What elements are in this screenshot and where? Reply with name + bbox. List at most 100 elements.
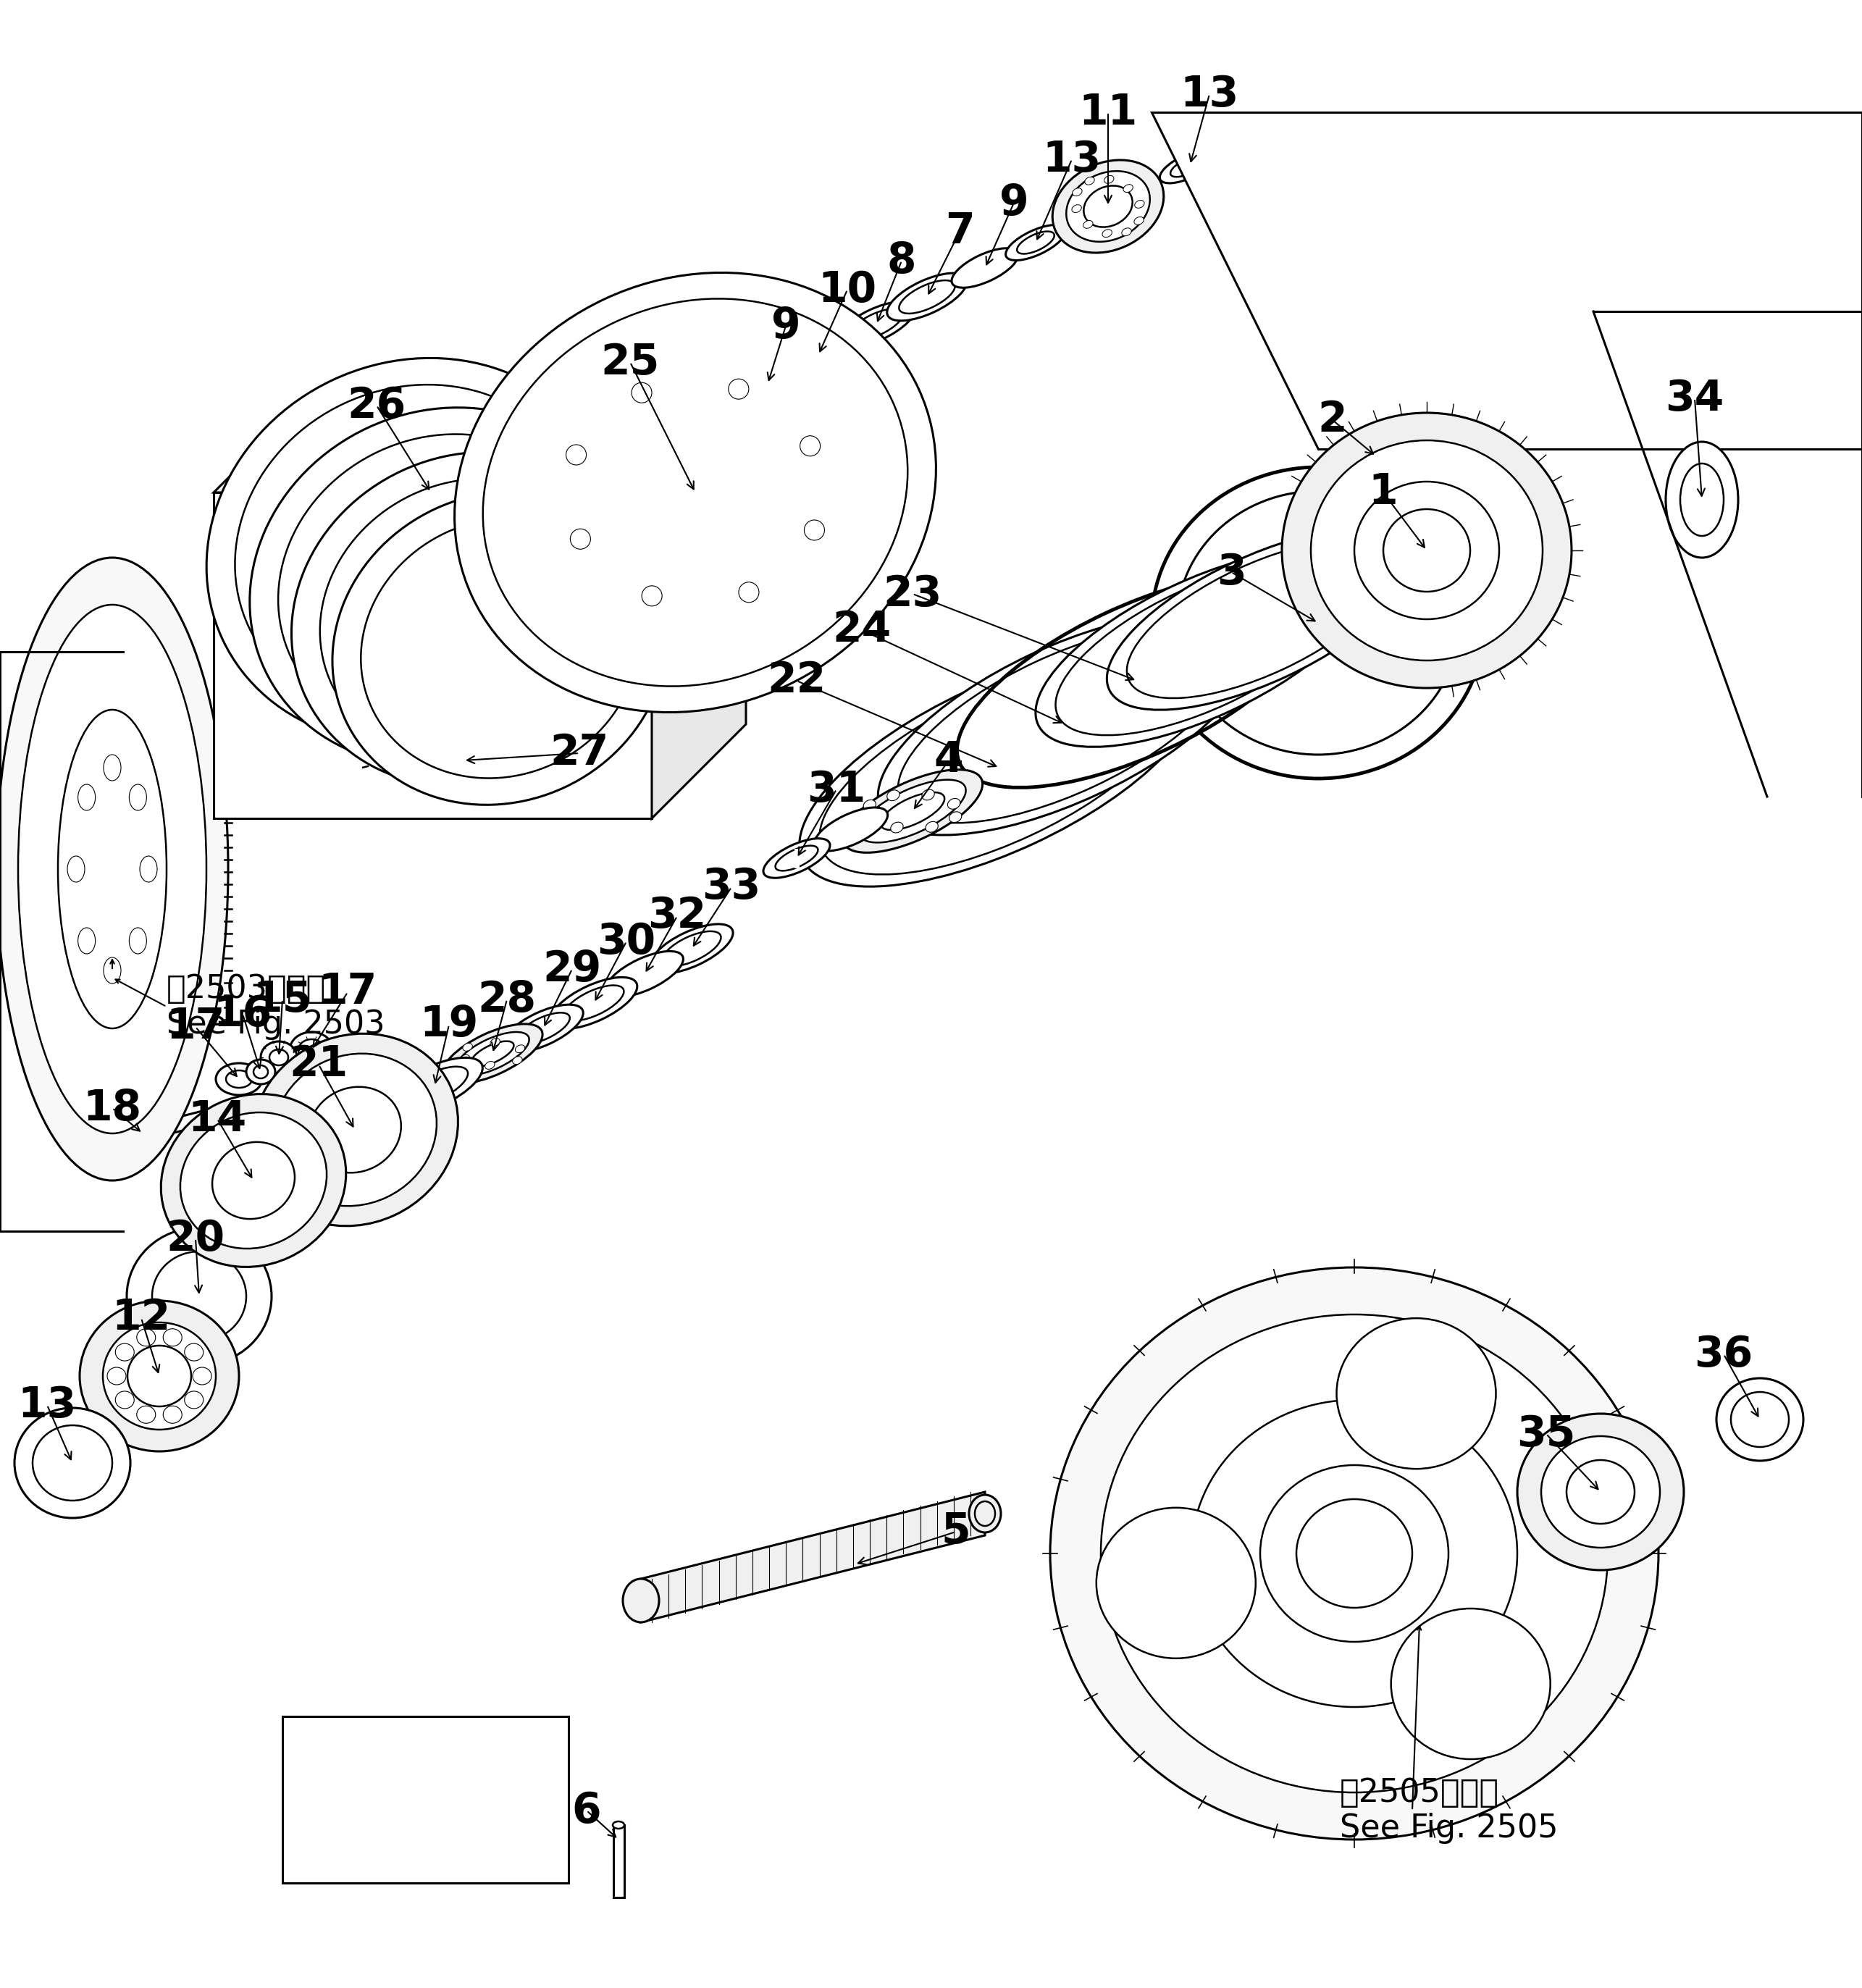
Text: 13: 13	[17, 1384, 76, 1425]
Ellipse shape	[128, 928, 147, 954]
Text: 第2503図参照
See Fig. 2503: 第2503図参照 See Fig. 2503	[166, 972, 385, 1040]
Ellipse shape	[1419, 453, 1434, 467]
Ellipse shape	[184, 1392, 203, 1409]
Ellipse shape	[443, 1024, 542, 1083]
Ellipse shape	[1160, 149, 1216, 183]
Ellipse shape	[257, 1121, 276, 1139]
Ellipse shape	[484, 1062, 495, 1070]
Ellipse shape	[1592, 1527, 1609, 1543]
Ellipse shape	[233, 1121, 251, 1139]
Text: 24: 24	[832, 610, 892, 650]
Ellipse shape	[464, 1044, 473, 1052]
Ellipse shape	[127, 1227, 272, 1366]
Polygon shape	[652, 398, 747, 819]
Ellipse shape	[348, 1177, 369, 1197]
Ellipse shape	[231, 1223, 250, 1239]
Ellipse shape	[1614, 1447, 1631, 1463]
Ellipse shape	[631, 382, 652, 404]
Ellipse shape	[1067, 171, 1151, 243]
Ellipse shape	[739, 582, 760, 602]
Ellipse shape	[1106, 529, 1413, 710]
Ellipse shape	[80, 1300, 238, 1451]
Text: 15: 15	[253, 978, 313, 1020]
Text: 17: 17	[166, 1006, 225, 1048]
Ellipse shape	[613, 1821, 624, 1829]
Ellipse shape	[1514, 543, 1529, 557]
Ellipse shape	[194, 1149, 212, 1167]
Text: 第2505図参照
See Fig. 2505: 第2505図参照 See Fig. 2505	[1341, 1777, 1558, 1845]
Ellipse shape	[814, 807, 888, 851]
Ellipse shape	[309, 1087, 400, 1173]
Ellipse shape	[15, 1408, 130, 1519]
Ellipse shape	[192, 1193, 210, 1211]
Text: 7: 7	[944, 211, 974, 252]
Ellipse shape	[968, 1495, 1002, 1533]
Ellipse shape	[1354, 481, 1499, 618]
Text: 31: 31	[806, 769, 866, 809]
Ellipse shape	[490, 1038, 501, 1046]
Ellipse shape	[1102, 229, 1112, 237]
Ellipse shape	[181, 1113, 326, 1248]
Ellipse shape	[216, 1064, 263, 1095]
Ellipse shape	[1123, 185, 1132, 193]
Ellipse shape	[102, 1322, 216, 1429]
Ellipse shape	[343, 1064, 363, 1081]
Ellipse shape	[925, 821, 938, 833]
Ellipse shape	[864, 813, 877, 823]
Ellipse shape	[801, 435, 821, 455]
Ellipse shape	[1104, 175, 1113, 183]
Ellipse shape	[1084, 185, 1132, 227]
Ellipse shape	[136, 1406, 156, 1423]
Text: 11: 11	[1078, 91, 1138, 133]
Ellipse shape	[246, 1060, 276, 1083]
Ellipse shape	[460, 1056, 469, 1062]
Ellipse shape	[566, 445, 587, 465]
Text: 6: 6	[572, 1789, 601, 1831]
Ellipse shape	[1073, 205, 1082, 213]
Ellipse shape	[1086, 177, 1095, 185]
Ellipse shape	[104, 958, 121, 984]
Ellipse shape	[192, 1368, 212, 1386]
Text: 34: 34	[1665, 378, 1724, 419]
Ellipse shape	[298, 1081, 318, 1101]
Ellipse shape	[387, 1077, 408, 1097]
Ellipse shape	[1281, 414, 1572, 688]
Ellipse shape	[951, 248, 1019, 288]
Ellipse shape	[516, 1046, 525, 1054]
Ellipse shape	[842, 769, 983, 853]
Text: 36: 36	[1694, 1334, 1754, 1376]
Text: 13: 13	[1043, 139, 1100, 181]
Ellipse shape	[804, 521, 825, 541]
Ellipse shape	[361, 519, 639, 777]
Ellipse shape	[274, 1054, 438, 1207]
Ellipse shape	[1383, 509, 1471, 592]
Ellipse shape	[257, 1223, 276, 1239]
Ellipse shape	[1354, 479, 1367, 493]
Polygon shape	[69, 1431, 74, 1495]
Ellipse shape	[372, 1173, 391, 1191]
Ellipse shape	[1486, 606, 1501, 620]
Text: 23: 23	[883, 573, 942, 614]
Text: 22: 22	[767, 660, 827, 702]
Ellipse shape	[281, 1123, 302, 1141]
Ellipse shape	[570, 529, 590, 549]
Ellipse shape	[127, 1346, 192, 1406]
Text: 5: 5	[940, 1511, 970, 1553]
Ellipse shape	[320, 479, 622, 759]
Ellipse shape	[728, 380, 749, 400]
Ellipse shape	[58, 710, 166, 1028]
Ellipse shape	[1570, 1447, 1586, 1463]
Ellipse shape	[1486, 479, 1501, 493]
Ellipse shape	[209, 1131, 227, 1149]
Ellipse shape	[186, 1171, 205, 1189]
Ellipse shape	[1326, 543, 1341, 557]
Ellipse shape	[1192, 1400, 1518, 1708]
Ellipse shape	[778, 332, 858, 378]
Ellipse shape	[285, 1101, 305, 1119]
Ellipse shape	[642, 586, 663, 606]
Text: 21: 21	[289, 1044, 348, 1085]
Ellipse shape	[1354, 606, 1367, 620]
Ellipse shape	[164, 1328, 182, 1346]
Text: 27: 27	[549, 732, 609, 773]
Text: 26: 26	[346, 386, 406, 425]
